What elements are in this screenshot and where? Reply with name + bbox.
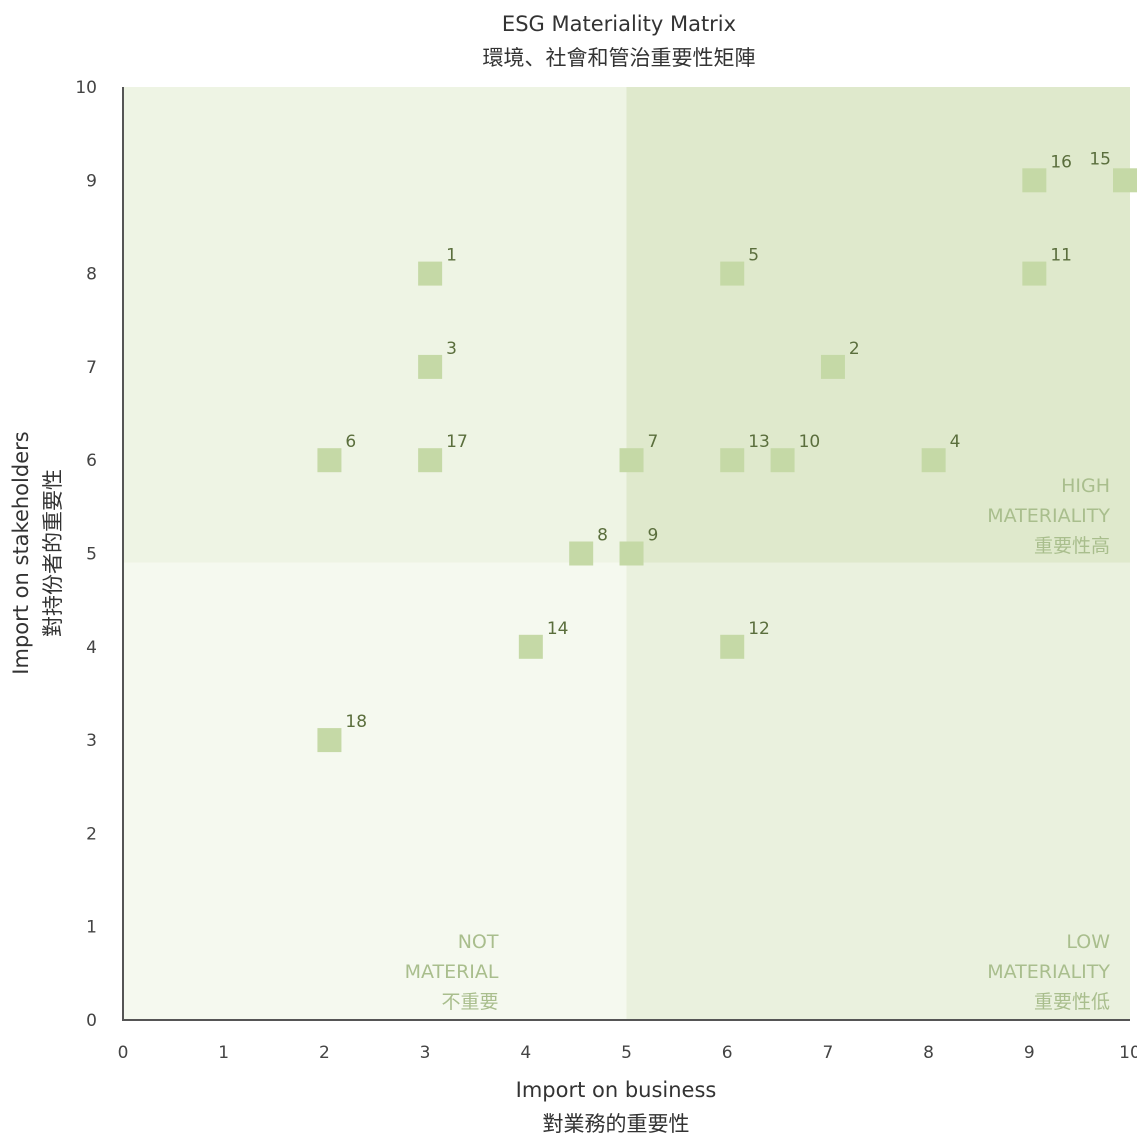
data-point: [720, 261, 745, 286]
x-tick-label: 10: [1119, 1043, 1137, 1063]
x-tick-label: 1: [218, 1043, 229, 1063]
y-axis-label: Import on stakeholders: [9, 431, 33, 674]
point-label: 15: [1089, 149, 1111, 169]
y-tick-label: 4: [86, 638, 97, 658]
data-point: [418, 261, 443, 286]
point-label: 1: [446, 246, 457, 266]
quadrant-label-not: NOT MATERIAL 不重要: [405, 931, 499, 1013]
quadrant-low: [626, 562, 1130, 1020]
y-tick-label: 5: [86, 545, 97, 565]
x-tick-label: 0: [118, 1043, 129, 1063]
point-label: 9: [648, 526, 659, 546]
point-label: 10: [799, 432, 821, 452]
quadrant-labels: HIGH MATERIALITY 重要性高 NOT MATERIAL 不重要 LOW MATE…: [405, 475, 1111, 1013]
quadrant-upper-left: [123, 87, 627, 563]
data-point: [569, 541, 594, 566]
data-point: [619, 448, 644, 473]
x-axis-label-zh: 對業務的重要性: [543, 1112, 690, 1135]
y-tick-label: 0: [86, 1011, 97, 1031]
quadrant-high: [626, 87, 1130, 563]
data-point: [418, 448, 443, 473]
point-label: 13: [748, 432, 770, 452]
chart-subtitle: 環境、社會和管治重要性矩陣: [483, 46, 756, 70]
point-label: 3: [446, 339, 457, 359]
point-label: 6: [345, 432, 356, 452]
data-point: [720, 448, 745, 473]
x-tick-label: 2: [319, 1043, 330, 1063]
y-tick-label: 8: [86, 265, 97, 285]
axes: [122, 87, 1130, 1021]
y-tick-label: 10: [75, 78, 97, 98]
data-point: [518, 634, 543, 659]
x-tick-label: 6: [722, 1043, 733, 1063]
x-tick-label: 3: [420, 1043, 431, 1063]
x-tick-label: 5: [621, 1043, 632, 1063]
data-point: [619, 541, 644, 566]
y-tick-label: 2: [86, 824, 97, 844]
data-point: [770, 448, 795, 473]
point-label: 11: [1050, 246, 1072, 266]
point-label: 5: [748, 246, 759, 266]
data-point: [1022, 261, 1047, 286]
data-point: [317, 448, 342, 473]
data-point: [1022, 168, 1047, 193]
x-tick-label: 4: [520, 1043, 531, 1063]
data-point: [921, 448, 946, 473]
y-axis-label-zh: 對持份者的重要性: [41, 469, 65, 637]
y-tick-label: 3: [86, 731, 97, 751]
data-point: [1113, 168, 1137, 193]
quadrant-label-high: HIGH MATERIALITY 重要性高: [987, 475, 1110, 557]
point-label: 16: [1050, 152, 1072, 172]
point-label: 4: [950, 432, 961, 452]
x-tick-label: 9: [1024, 1043, 1035, 1063]
y-tick-label: 1: [86, 918, 97, 938]
point-label: 17: [446, 432, 468, 452]
y-tick-label: 6: [86, 451, 97, 471]
point-label: 14: [547, 619, 569, 639]
y-tick-label: 9: [86, 171, 97, 191]
x-axis-label: Import on business: [516, 1078, 717, 1102]
data-point: [317, 728, 342, 753]
x-tick-label: 8: [923, 1043, 934, 1063]
quadrant-backgrounds: [123, 87, 1130, 1020]
y-tick-label: 7: [86, 358, 97, 378]
data-point: [820, 354, 845, 379]
point-label: 7: [648, 432, 659, 452]
point-label: 2: [849, 339, 860, 359]
data-point: [418, 354, 443, 379]
point-label: 12: [748, 619, 770, 639]
point-label: 18: [345, 712, 367, 732]
x-tick-label: 7: [822, 1043, 833, 1063]
data-point: [720, 634, 745, 659]
chart-title: ESG Materiality Matrix: [502, 12, 736, 36]
point-label: 8: [597, 526, 608, 546]
quadrant-label-low: LOW MATERIALITY 重要性低: [987, 931, 1110, 1013]
